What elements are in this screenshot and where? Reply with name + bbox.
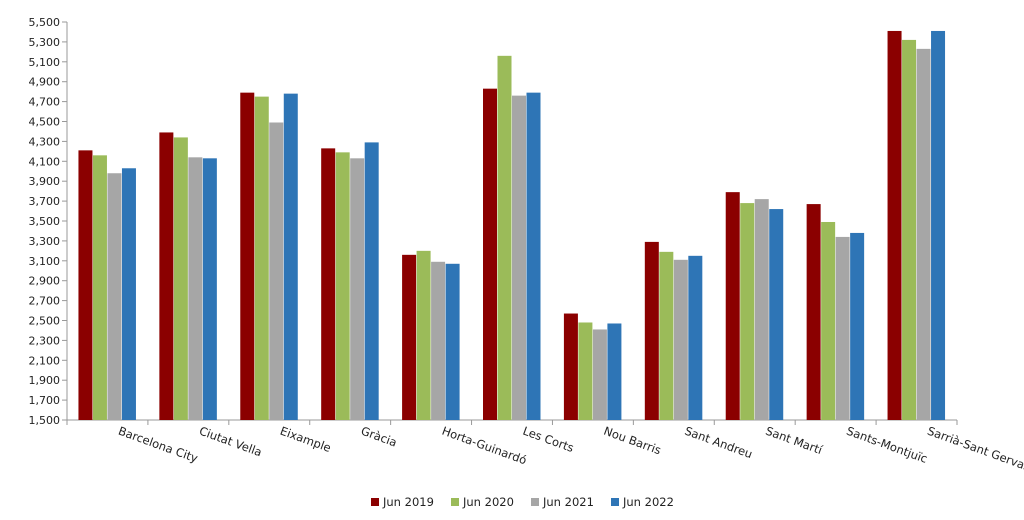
bar-jun-2021 bbox=[916, 48, 931, 421]
y-tick-label: 3,700 bbox=[29, 195, 61, 208]
x-category-label: Les Corts bbox=[521, 424, 576, 455]
bar-jun-2022 bbox=[445, 263, 460, 420]
bar-jun-2021 bbox=[269, 122, 284, 421]
legend-swatch bbox=[611, 498, 619, 506]
y-tick-label: 4,300 bbox=[29, 135, 61, 148]
legend-label: Jun 2021 bbox=[542, 495, 594, 509]
bar-jun-2019 bbox=[159, 132, 174, 420]
x-category-label: Sants-Montjuïc bbox=[845, 424, 930, 466]
y-tick-label: 2,500 bbox=[29, 315, 61, 328]
bar-jun-2019 bbox=[321, 148, 336, 421]
bar-jun-2021 bbox=[835, 236, 850, 420]
x-category-label: Sarrià-Sant Gervasi bbox=[926, 424, 1024, 475]
bar-jun-2021 bbox=[350, 158, 365, 420]
x-category-label: Ciutat Vella bbox=[197, 424, 264, 460]
x-category-label: Barcelona City bbox=[116, 424, 200, 466]
chart-legend: Jun 2019 Jun 2020 Jun 2021 Jun 2022 bbox=[371, 495, 674, 509]
y-tick-label: 2,700 bbox=[29, 295, 61, 308]
bar-jun-2020 bbox=[254, 96, 269, 420]
bar-jun-2021 bbox=[188, 157, 203, 420]
bar-jun-2021 bbox=[512, 95, 526, 420]
bar-jun-2020 bbox=[92, 155, 107, 420]
y-tick-label: 3,100 bbox=[29, 255, 61, 268]
bar-jun-2021 bbox=[107, 173, 122, 420]
y-tick-label: 3,500 bbox=[29, 215, 61, 228]
bar-jun-2021 bbox=[754, 199, 769, 420]
bar-jun-2020 bbox=[740, 203, 755, 420]
x-category-label: Sant Andreu bbox=[683, 424, 755, 461]
bar-jun-2021 bbox=[592, 329, 607, 420]
y-tick-label: 2,900 bbox=[29, 275, 61, 288]
bar-jun-2019 bbox=[78, 150, 93, 421]
bar-jun-2019 bbox=[402, 254, 417, 420]
y-tick-label: 4,100 bbox=[29, 155, 61, 168]
y-tick-label: 5,300 bbox=[29, 36, 61, 49]
x-category-label: Sant Martí bbox=[764, 424, 825, 458]
bar-jun-2021 bbox=[431, 261, 446, 420]
bar-jun-2020 bbox=[578, 322, 593, 420]
x-category-label: Eixample bbox=[278, 424, 333, 455]
bar-jun-2022 bbox=[769, 209, 784, 420]
bar-jun-2020 bbox=[659, 251, 674, 420]
y-tick-label: 5,500 bbox=[29, 16, 61, 29]
y-tick-label: 2,100 bbox=[29, 354, 61, 367]
bar-jun-2022 bbox=[364, 142, 379, 420]
bar-jun-2022 bbox=[850, 232, 865, 420]
bar-jun-2022 bbox=[931, 30, 946, 421]
bar-jun-2021 bbox=[673, 259, 688, 420]
bar-jun-2019 bbox=[887, 30, 902, 421]
y-tick-label: 4,900 bbox=[29, 76, 61, 89]
legend-swatch bbox=[371, 498, 379, 506]
bar-jun-2020 bbox=[335, 152, 350, 420]
legend-swatch bbox=[451, 498, 459, 506]
bar-jun-2019 bbox=[725, 192, 740, 420]
bar-jun-2022 bbox=[202, 158, 217, 420]
legend-label: Jun 2022 bbox=[622, 495, 674, 509]
y-tick-label: 3,300 bbox=[29, 235, 61, 248]
bar-jun-2020 bbox=[173, 137, 188, 421]
x-category-label: Horta-Guinardó bbox=[440, 424, 529, 468]
bar-jun-2022 bbox=[121, 168, 136, 420]
bar-jun-2022 bbox=[607, 323, 622, 420]
y-tick-label: 3,900 bbox=[29, 175, 61, 188]
y-tick-label: 4,500 bbox=[29, 116, 61, 129]
x-category-label: Nou Barris bbox=[602, 424, 663, 458]
bar-jun-2019 bbox=[483, 88, 497, 420]
bar-jun-2019 bbox=[563, 313, 578, 420]
y-tick-label: 2,300 bbox=[29, 334, 61, 347]
chart-bars bbox=[78, 30, 946, 421]
bar-jun-2020 bbox=[497, 55, 512, 421]
bar-jun-2022 bbox=[688, 255, 703, 420]
y-tick-label: 4,700 bbox=[29, 96, 61, 109]
bar-jun-2022 bbox=[283, 93, 298, 420]
bar-jun-2020 bbox=[821, 221, 836, 420]
y-tick-label: 1,900 bbox=[29, 374, 61, 387]
bar-jun-2019 bbox=[806, 204, 821, 420]
y-tick-labels: 1,500 1,700 1,900 2,100 2,300 2,500 2,700 2,900… bbox=[29, 16, 61, 427]
bar-jun-2019 bbox=[240, 92, 255, 421]
legend-swatch bbox=[531, 498, 539, 506]
x-category-label: Gràcia bbox=[359, 424, 399, 450]
bar-jun-2022 bbox=[526, 92, 541, 421]
bar-jun-2019 bbox=[644, 241, 659, 420]
legend-label: Jun 2020 bbox=[462, 495, 514, 509]
bar-jun-2020 bbox=[902, 39, 917, 420]
legend-label: Jun 2019 bbox=[382, 495, 434, 509]
bar-jun-2020 bbox=[416, 250, 431, 420]
y-tick-label: 1,500 bbox=[29, 414, 61, 427]
y-tick-label: 5,100 bbox=[29, 56, 61, 69]
y-tick-label: 1,700 bbox=[29, 394, 61, 407]
